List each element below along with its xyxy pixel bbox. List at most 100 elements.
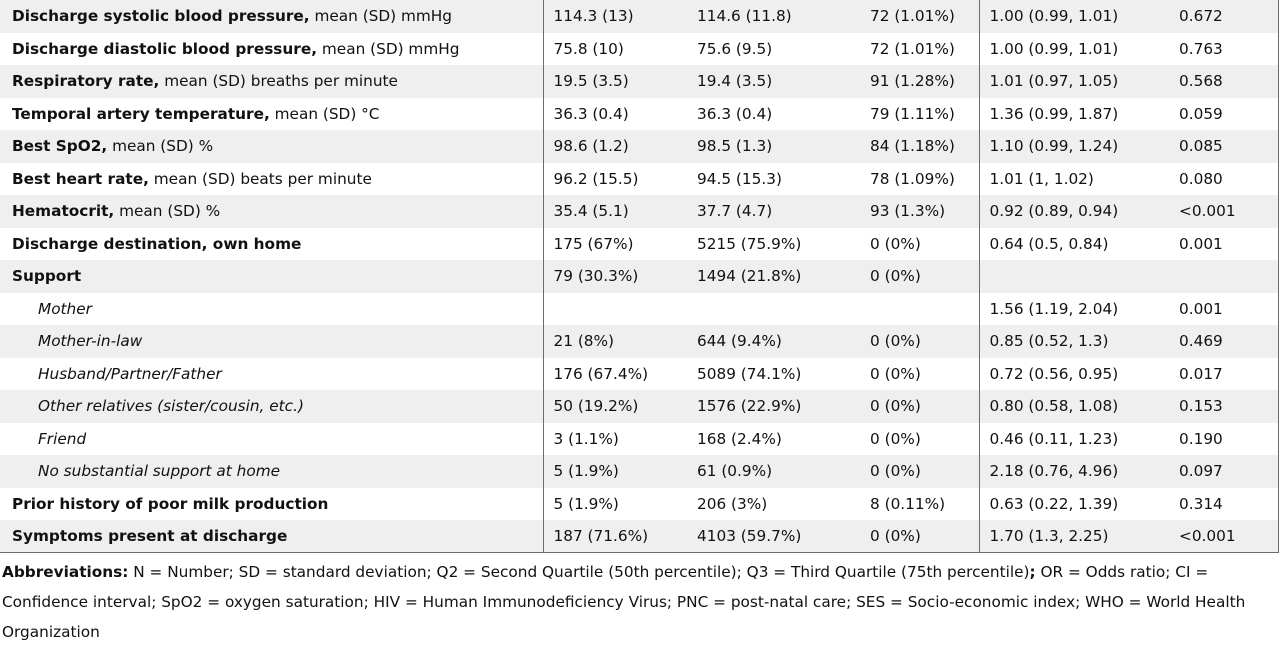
row-label-bold: Discharge destination, own home (12, 234, 302, 253)
row-label-detail: Other relatives (sister/cousin, etc.) (38, 397, 304, 416)
row-label-bold: Hematocrit, (12, 202, 115, 221)
row-label-bold: Discharge diastolic blood pressure, (12, 39, 318, 58)
group-a-value-cell: 36.3 (0.4) (542, 97, 687, 130)
group-a-value-cell: 176 (67.4%) (542, 357, 687, 390)
p-value-cell: 0.763 (1169, 32, 1279, 65)
row-label-bold: Prior history of poor milk production (12, 494, 329, 513)
missing-count-cell: 0 (0%) (860, 455, 979, 488)
group-a-value-cell: 114.3 (13) (542, 0, 687, 33)
group-b-value-cell: 5089 (74.1%) (697, 364, 802, 383)
p-value-cell: 0.568 (1169, 65, 1279, 98)
row-label-detail: mean (SD) breaths per minute (159, 72, 398, 91)
group-a-value-cell: 35.4 (5.1) (542, 195, 687, 228)
table-row: Symptoms present at discharge 187 (71.6%)… (0, 520, 1279, 553)
p-value-cell: 0.059 (1169, 97, 1279, 130)
odds-ratio-cell: 1.70 (1.3, 2.25) (978, 520, 1169, 553)
group-b-value-cell: 168 (2.4%) (697, 429, 782, 448)
group-b-value-cell: 94.5 (15.3) (697, 169, 782, 188)
group-a-value-cell: 187 (71.6%) (542, 520, 687, 553)
row-label-detail: Mother (38, 299, 92, 318)
group-b-value-cell: 1576 (22.9%) (687, 390, 860, 423)
abbreviations-footnote: Abbreviations: N = Number; SD = standard… (0, 553, 1258, 647)
row-label-bold: Best heart rate, (12, 169, 149, 188)
odds-ratio-cell: 0.46 (0.11, 1.23) (978, 422, 1169, 455)
row-label: Discharge systolic blood pressure, mean … (0, 0, 543, 33)
odds-ratio-cell: 0.80 (0.58, 1.08) (978, 390, 1169, 423)
odds-ratio-cell: 1.10 (0.99, 1.24) (978, 130, 1169, 163)
group-b-value-cell: 36.3 (0.4) (697, 104, 773, 123)
odds-ratio-cell: 1.00 (0.99, 1.01) (978, 0, 1169, 33)
missing-count-cell: 0 (0%) (860, 260, 979, 293)
odds-ratio-cell: 1.36 (0.99, 1.87) (978, 97, 1169, 130)
row-label: Discharge destination, own home (0, 228, 543, 261)
p-value-cell: 0.314 (1169, 487, 1279, 520)
group-b-value-cell: 644 (9.4%) (687, 325, 860, 358)
odds-ratio-cell: 0.63 (0.22, 1.39) (978, 487, 1169, 520)
row-label: Mother (0, 293, 543, 326)
missing-count-cell: 72 (1.01%) (860, 0, 979, 33)
row-label-bold: Discharge systolic blood pressure, (12, 7, 310, 26)
row-label: Temporal artery temperature, mean (SD) °… (0, 98, 543, 131)
row-label: Husband/Partner/Father (0, 358, 543, 391)
p-value-cell: 0.017 (1169, 357, 1279, 390)
missing-count-cell: 0 (0%) (860, 390, 979, 423)
row-label-detail: No substantial support at home (38, 462, 281, 481)
row-label-bold: Respiratory rate, (12, 72, 160, 91)
row-label-detail: Friend (38, 429, 87, 448)
table-row: Best SpO2, mean (SD) % 98.6 (1.2) 98.5 (1.… (0, 130, 1279, 163)
p-value-cell: 0.085 (1169, 130, 1279, 163)
missing-count-cell: 0 (0%) (870, 234, 921, 253)
p-value-cell: 0.097 (1169, 455, 1279, 488)
p-value-cell: 0.469 (1169, 325, 1279, 358)
odds-ratio-cell: 0.85 (0.52, 1.3) (978, 325, 1169, 358)
missing-count-cell: 84 (1.18%) (860, 130, 979, 163)
missing-count-cell: 0 (0%) (860, 520, 979, 553)
missing-count-cell: 78 (1.09%) (870, 169, 955, 188)
group-a-value-cell: 21 (8%) (542, 325, 687, 358)
group-a-value-cell: 19.5 (3.5) (542, 65, 687, 98)
odds-ratio-cell: 2.18 (0.76, 4.96) (978, 455, 1169, 488)
missing-count-cell: 91 (1.28%) (860, 65, 979, 98)
footnote-label: Abbreviations: (2, 563, 129, 581)
p-value-cell: 0.001 (1169, 227, 1279, 260)
table-row: Temporal artery temperature, mean (SD) °… (0, 97, 1279, 131)
table-row: Mother-in-law 21 (8%) 644 (9.4%) 0 (0%) 0.85… (0, 325, 1279, 358)
group-b-value-cell: 75.6 (9.5) (697, 39, 773, 58)
group-a-value-cell: 175 (67%) (542, 227, 687, 260)
odds-ratio-cell: 1.56 (1.19, 2.04) (978, 292, 1169, 325)
p-value-cell: <0.001 (1169, 520, 1279, 553)
group-b-value-cell: 98.5 (1.3) (687, 130, 860, 163)
row-label-detail: mean (SD) % (114, 202, 221, 221)
group-a-value-cell: 79 (30.3%) (542, 260, 687, 293)
row-label: Hematocrit, mean (SD) % (0, 195, 543, 228)
group-a-value-cell: 5 (1.9%) (542, 487, 687, 520)
table-body: Discharge systolic blood pressure, mean … (0, 0, 1279, 553)
p-value-cell: 0.001 (1169, 292, 1279, 325)
table-row: Husband/Partner/Father 176 (67.4%) 5089 (7… (0, 357, 1279, 391)
odds-ratio-cell: 0.64 (0.5, 0.84) (978, 227, 1169, 260)
missing-count-cell: 0 (0%) (870, 364, 921, 383)
row-label: Other relatives (sister/cousin, etc.) (0, 390, 543, 423)
row-label-detail: mean (SD) °C (269, 104, 380, 123)
group-a-value-cell: 75.8 (10) (542, 32, 687, 65)
table-row: Hematocrit, mean (SD) % 35.4 (5.1) 37.7 (4… (0, 195, 1279, 228)
p-value-cell: 0.080 (1169, 162, 1279, 195)
table-row: Discharge systolic blood pressure, mean … (0, 0, 1279, 33)
table-row: Discharge diastolic blood pressure, mean… (0, 32, 1279, 65)
odds-ratio-cell: 0.92 (0.89, 0.94) (978, 195, 1169, 228)
group-a-value-cell: 3 (1.1%) (542, 422, 687, 455)
row-label: Prior history of poor milk production (0, 488, 543, 521)
row-label-detail: mean (SD) beats per minute (148, 169, 372, 188)
p-value-cell (1169, 260, 1279, 293)
missing-count-cell: 0 (0%) (860, 325, 979, 358)
group-a-value-cell: 50 (19.2%) (542, 390, 687, 423)
group-a-value-cell: 5 (1.9%) (542, 455, 687, 488)
group-b-value-cell: 1494 (21.8%) (687, 260, 860, 293)
footnote-semicolon: ; (1029, 563, 1036, 581)
group-b-value-cell: 61 (0.9%) (687, 455, 860, 488)
missing-count-cell: 0 (0%) (870, 429, 921, 448)
p-value-cell: 0.672 (1169, 0, 1279, 33)
row-label: Symptoms present at discharge (0, 520, 543, 553)
table-row: Other relatives (sister/cousin, etc.) 50 … (0, 390, 1279, 423)
table-row: Best heart rate, mean (SD) beats per min… (0, 162, 1279, 195)
